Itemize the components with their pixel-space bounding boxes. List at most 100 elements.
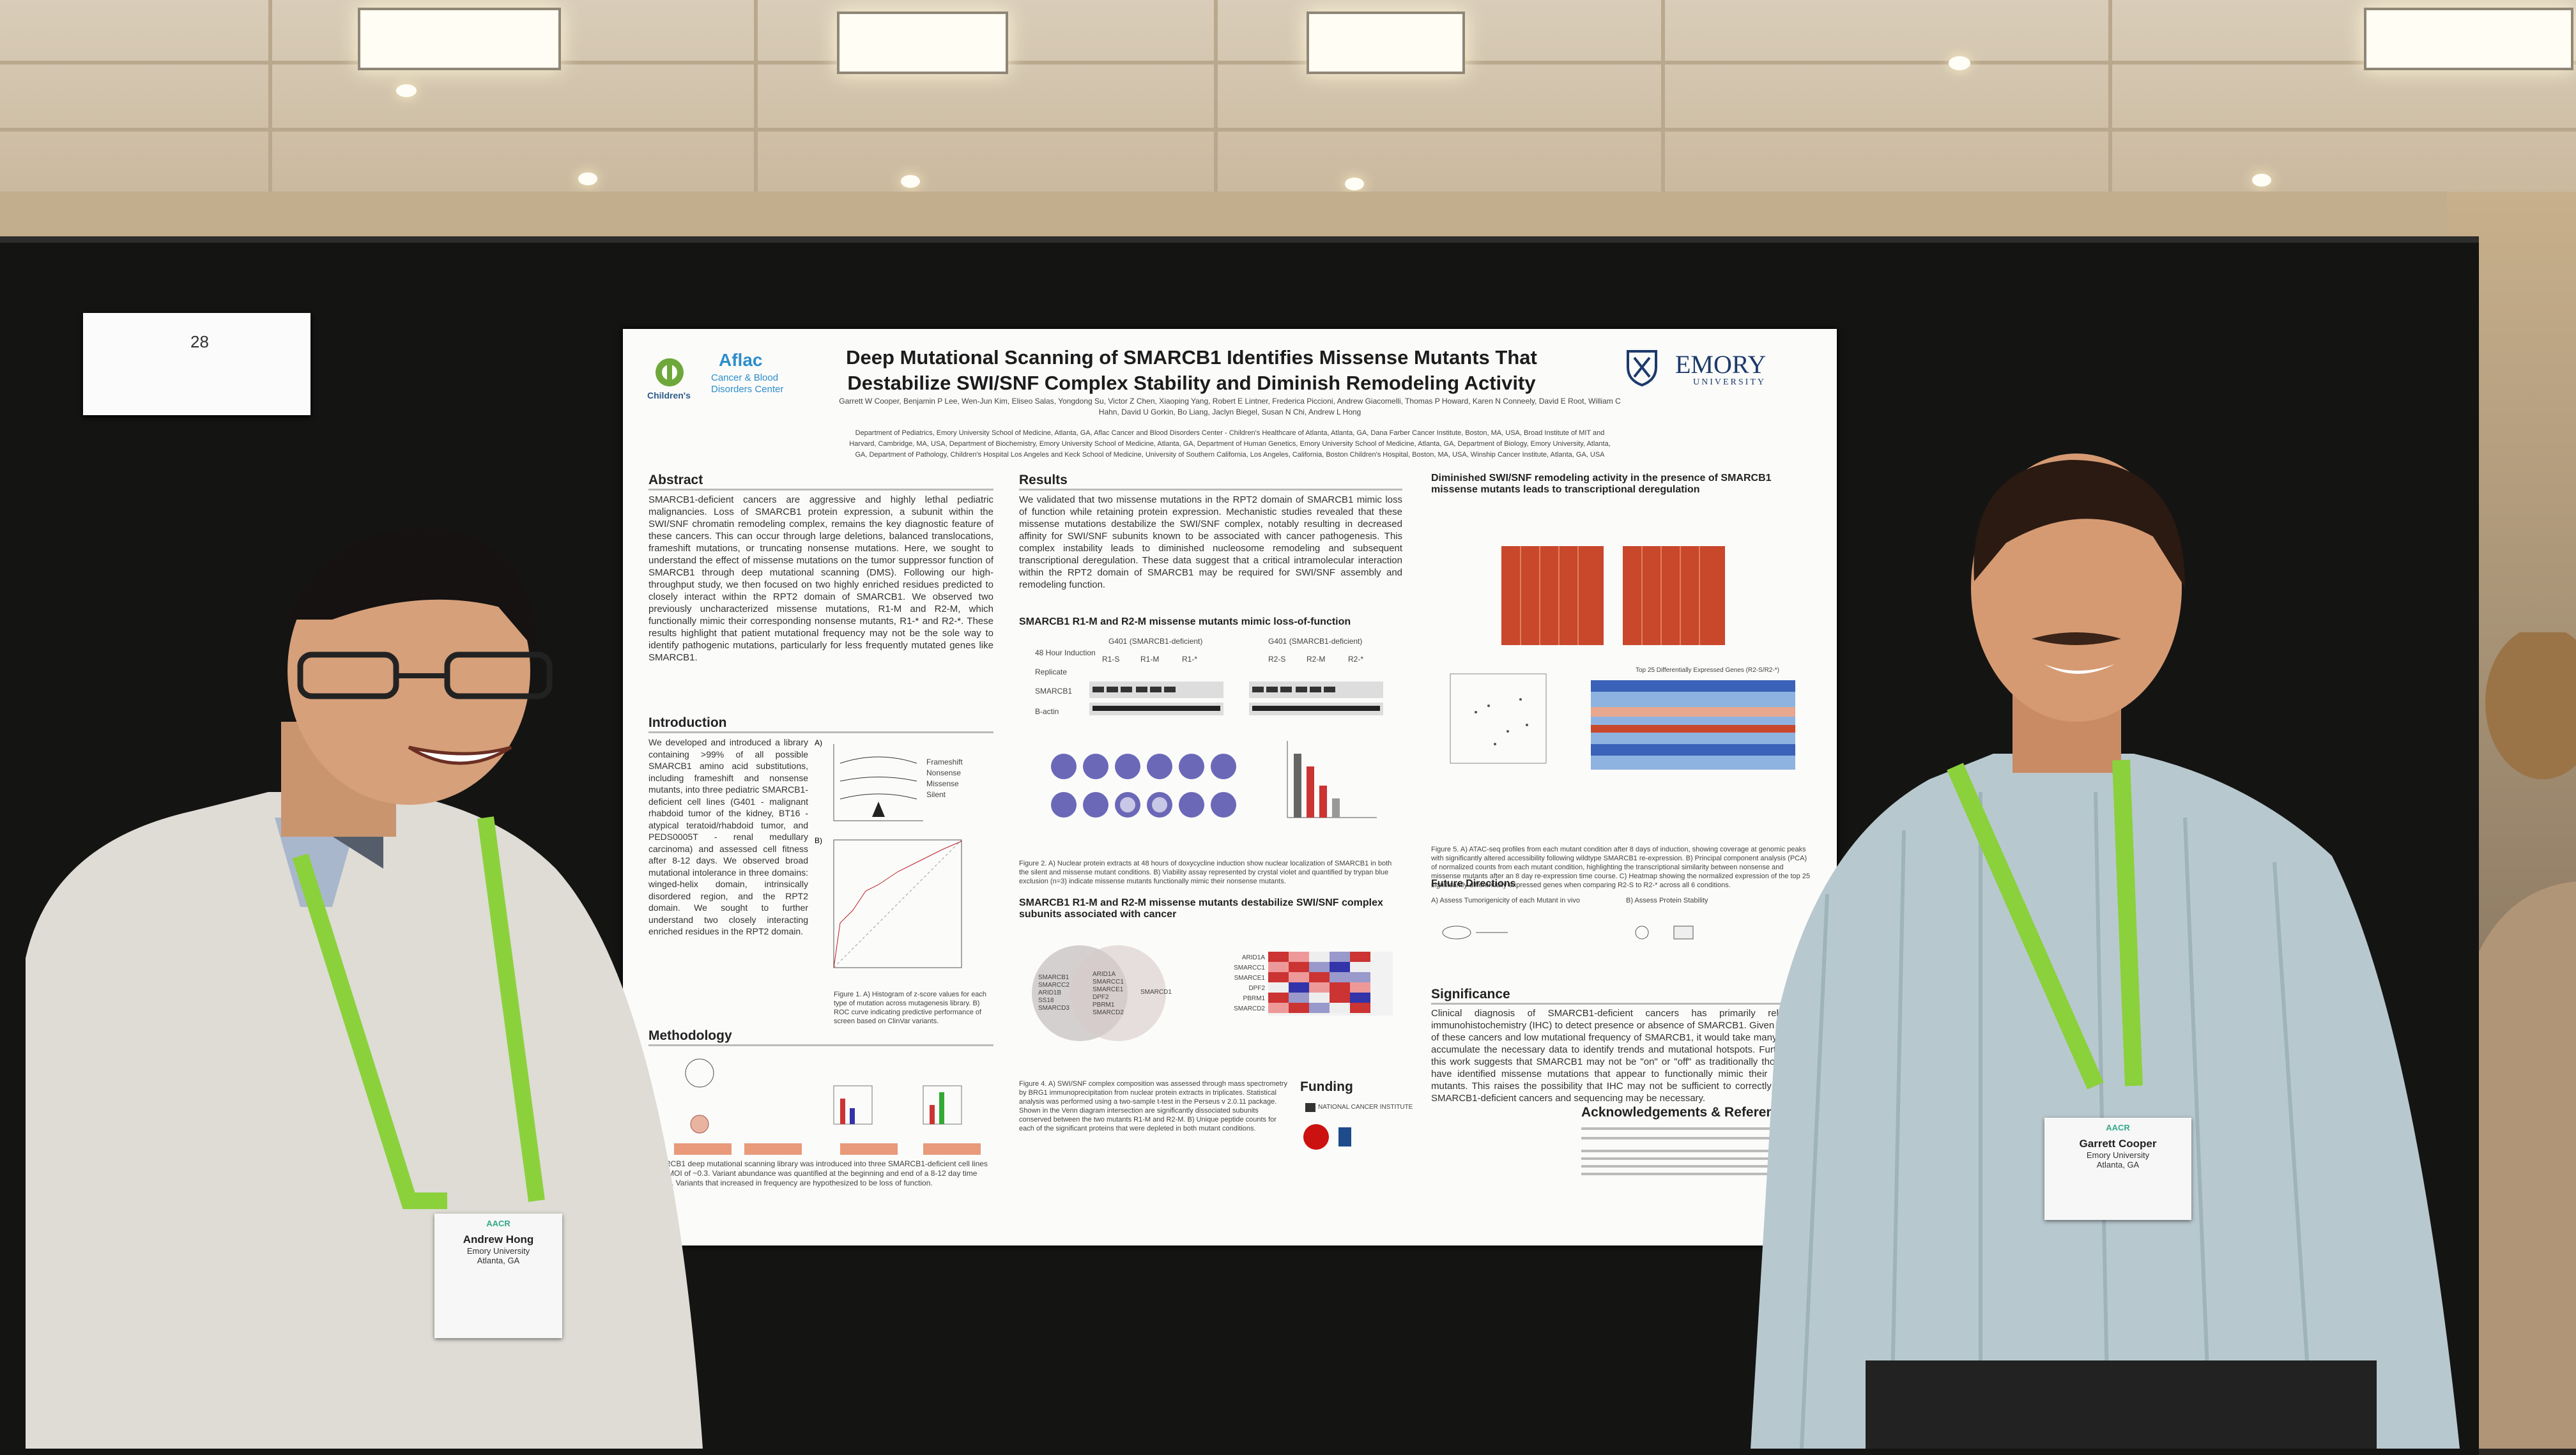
wb-group-label: G401 (SMARCB1-deficient) [1108,637,1203,646]
svg-text:B): B) [815,836,822,845]
badge-org-logo: AACR [2106,1123,2130,1132]
research-poster: Children's Aflac Cancer & Blood Disorder… [623,329,1837,1246]
authors-line: Garrett W Cooper, Benjamin P Lee, Wen-Ju… [839,397,1621,406]
figure-1: A) B) Frameshift Nonsense Missense Silen… [815,738,1000,987]
badge-org-logo: AACR [486,1219,510,1228]
wb-row-label: SMARCB1 [1035,687,1073,696]
poster-title: Deep Mutational Scanning of SMARCB1 Iden… [789,345,1594,396]
badge-name: Garrett Cooper [2079,1138,2157,1150]
heatmap-row-labels: ARID1A SMARCC1 SMARCE1 DPF2 PBRM1 SMARCD… [1230,953,1265,1014]
introduction-text: We developed and introduced a library co… [648,737,808,936]
person-left: AACR Andrew Hong Emory University Atlant… [0,511,716,1449]
heatmap-row-label: SMARCC1 [1234,964,1265,971]
figure-5-heatmap-title: Top 25 Differentially Expressed Genes (R… [1636,667,1779,674]
abstract-text: SMARCB1-deficient cancers are aggressive… [648,494,993,663]
wb-group-label: G401 (SMARCB1-deficient) [1268,637,1363,646]
badge-organization: Emory University [466,1246,530,1256]
wb-group: R1-S [1102,655,1120,664]
emory-logo-text: EMORY [1675,350,1767,379]
name-badge-right: AACR Garrett Cooper Emory University Atl… [2044,1118,2191,1220]
wb-row-label: B-actin [1035,707,1059,716]
methodology-heading: Methodology [648,1028,732,1043]
significance-heading: Significance [1431,987,1510,1002]
aflac-logo-sub1: Cancer & Blood [711,372,779,383]
venn-item: SMARCC1 [1092,979,1124,986]
ceiling [0,0,2576,211]
venn-item: SMARCC2 [1038,982,1070,989]
person-right: AACR Garrett Cooper Emory University Atl… [1738,447,2479,1449]
funding-logos: NATIONAL CANCER INSTITUTE [1300,1102,1422,1166]
legend-item: Frameshift [926,758,963,766]
results-heading: Results [1019,473,1068,487]
emory-logo-sub: UNIVERSITY [1693,377,1766,387]
venn-item: SMARCE1 [1092,986,1124,993]
badge-name: Andrew Hong [463,1233,534,1246]
references-list [1581,1124,1824,1182]
emory-shield-icon [1627,350,1657,386]
results-subheading-3: Diminished SWI/SNF remodeling activity i… [1431,473,1772,495]
figure-1-legend: Frameshift Nonsense Missense Silent [926,757,963,800]
methodology-diagram [648,1047,993,1159]
name-badge-left: AACR Andrew Hong Emory University Atlant… [434,1214,562,1338]
wb-group: R1-M [1140,655,1160,664]
future-directions-heading: Future Directions [1431,878,1516,889]
badge-location: Atlanta, GA [2096,1160,2140,1169]
figure-4-caption: Figure 4. A) SWI/SNF complex composition… [1019,1080,1287,1132]
aflac-logo-text: Aflac [719,350,763,370]
ceiling-light [2364,8,2573,70]
affiliation-line: GA, Department of Pathology, Children's … [855,451,1605,459]
introduction-heading: Introduction [648,715,727,730]
future-direction-a: A) Assess Tumorigenicity of each Mutant … [1431,897,1580,904]
venn-item: ARID1B [1038,989,1062,996]
wb-group: R2-* [1348,655,1364,664]
venn-item: DPF2 [1092,994,1109,1001]
results-text: We validated that two missense mutations… [1019,494,1402,590]
venn-item: SMARCB1 [1038,974,1070,981]
figure-5-caption: Figure 5. A) ATAC-seq profiles from each… [1431,846,1811,889]
methodology-caption: SMARCB1 deep mutational scanning library… [648,1159,988,1187]
venn-left-set: SMARCB1 SMARCC2 ARID1B SS18 SMARCD3 [1038,974,1070,1012]
badge-organization: Emory University [2086,1150,2150,1160]
wb-row-label: Replicate [1035,667,1068,676]
booth-number: 28 [190,332,209,351]
venn-right-set: SMARCD1 [1140,989,1172,996]
badge-location: Atlanta, GA [477,1256,520,1265]
childrens-logo-text: Children's [647,390,691,400]
ceiling-light [837,11,1008,74]
heatmap-row-label: PBRM1 [1243,995,1265,1002]
venn-item: SMARCD3 [1038,1005,1070,1012]
author-list: Garrett W Cooper, Benjamin P Lee, Wen-Ju… [661,396,1798,461]
legend-item: Silent [926,790,946,799]
venn-item: ARID1A [1092,971,1116,978]
affiliation-line: Department of Pediatrics, Emory Universi… [855,429,1605,437]
funding-heading: Funding [1300,1079,1353,1094]
svg-text:A): A) [815,738,822,747]
wb-group: R1-* [1182,655,1198,664]
venn-item: SS18 [1038,997,1054,1004]
wb-row-label: 48 Hour Induction [1035,648,1096,657]
figure-1-caption: Figure 1. A) Histogram of z-score values… [834,991,987,1025]
poster-title-line1: Deep Mutational Scanning of SMARCB1 Iden… [846,346,1537,369]
figure-2-caption: Figure 2. A) Nuclear protein extracts at… [1019,860,1392,885]
affiliation-line: Harvard, Cambridge, MA, USA, Department … [849,440,1611,448]
ceiling-light [358,8,561,70]
childrens-logo-icon [656,358,684,386]
authors-line: Hahn, David U Gorkin, Bo Liang, Jaclyn B… [1098,408,1361,416]
legend-item: Nonsense [926,768,962,777]
legend-item: Missense [926,779,959,788]
heatmap-row-label: SMARCD2 [1234,1005,1265,1012]
figure-2a-western-blot: 48 Hour Induction Replicate SMARCB1 B-ac… [1019,636,1402,725]
acknowledgements-heading: Acknowledgements & References [1581,1105,1797,1120]
ceiling-light [1307,11,1465,74]
aflac-logo-sub2: Disorders Center [711,384,784,395]
venn-item: PBRM1 [1092,1002,1115,1009]
results-subheading-1: SMARCB1 R1-M and R2-M missense mutants m… [1019,616,1351,627]
wb-group: R2-S [1268,655,1286,664]
heatmap-row-label: DPF2 [1248,985,1265,992]
venn-intersection: ARID1A SMARCC1 SMARCE1 DPF2 PBRM1 SMARCD… [1092,971,1124,1017]
booth-number-card: 28 [83,313,310,415]
person-partial-right [2472,626,2576,1449]
abstract-heading: Abstract [648,473,703,487]
nci-funding-text: NATIONAL CANCER INSTITUTE [1318,1104,1413,1111]
future-directions-diagram [1431,910,1814,955]
